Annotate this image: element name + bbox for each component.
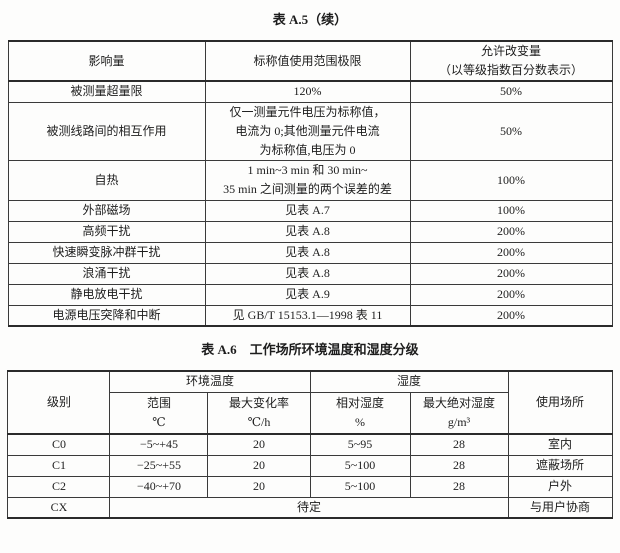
- a6-cell-location: 户外: [507, 475, 613, 498]
- a5-cell-range: 见表 A.9: [204, 283, 411, 306]
- a5-cell-range: 120%: [204, 80, 411, 103]
- a6-cell-rel-humidity: 5~95: [309, 433, 411, 456]
- a6-header-sub-row: 范围 ℃ 最大变化率 ℃/h 相对湿度 % 最大绝对湿度 g/m³: [8, 391, 612, 435]
- a5-cell-range: 见表 A.8: [204, 241, 411, 264]
- a6-cell-temp-rate: 20: [207, 454, 311, 477]
- a5-cell-range: 仅一测量元件电压为标称值， 电流为 0;其他测量元件电流 为标称值,电压为 0: [204, 101, 411, 161]
- table-row: 被测量超量限 120% 50%: [7, 80, 613, 103]
- table-row: C2 −40~+70 20 5~100 28 户外: [7, 475, 613, 498]
- a5-cell-influence: 浪涌干扰: [7, 262, 206, 285]
- a6-cell-rel-humidity: 5~100: [309, 475, 411, 498]
- table-row: 被测线路间的相互作用 仅一测量元件电压为标称值， 电流为 0;其他测量元件电流 …: [7, 101, 613, 161]
- table-row: C0 −5~+45 20 5~95 28 室内: [7, 433, 613, 456]
- a5-cell-range: 1 min~3 min 和 30 min~ 35 min 之间测量的两个误差的差: [204, 159, 411, 201]
- a5-cell-allowance: 200%: [409, 262, 613, 285]
- a5-cell-influence: 快速瞬变脉冲群干扰: [7, 241, 206, 264]
- a6-header-rel-humidity: 相对湿度 %: [309, 391, 411, 435]
- a6-cell-location: 室内: [507, 433, 613, 456]
- a5-cell-influence: 外部磁场: [7, 199, 206, 222]
- a6-cell-level: C0: [7, 433, 111, 456]
- a5-cell-allowance: 200%: [409, 304, 613, 327]
- a5-cell-allowance: 100%: [409, 159, 613, 201]
- table-row: 高频干扰 见表 A.8 200%: [7, 220, 613, 243]
- a5-cell-range: 见表 A.8: [204, 262, 411, 285]
- a6-cell-level: C1: [7, 454, 111, 477]
- a6-header-env-temp: 环境温度: [109, 370, 311, 393]
- table-row: 外部磁场 见表 A.7 100%: [7, 199, 613, 222]
- a5-cell-influence: 被测量超量限: [7, 80, 206, 103]
- table-a5-title: 表 A.5（续）: [272, 12, 348, 27]
- a6-header-temp-rate: 最大变化率 ℃/h: [207, 391, 311, 435]
- a5-cell-allowance: 200%: [409, 283, 613, 306]
- a5-cell-influence: 静电放电干扰: [7, 283, 206, 306]
- a5-cell-allowance: 200%: [409, 241, 613, 264]
- a6-cell-level: CX: [7, 496, 111, 519]
- a6-header-group-row: 级别 环境温度 湿度 使用场所: [7, 370, 613, 435]
- a5-cell-range: 见表 A.7: [204, 199, 411, 222]
- a5-cell-influence: 高频干扰: [7, 220, 206, 243]
- a6-cell-temp-range: −40~+70: [109, 475, 209, 498]
- a6-cell-temp-rate: 20: [207, 433, 311, 456]
- table-row-cx: CX 待定 与用户协商: [7, 496, 613, 519]
- a6-header-temp-range: 范围 ℃: [109, 391, 209, 435]
- a6-cell-location: 遮蔽场所: [507, 454, 613, 477]
- a6-cell-level: C2: [7, 475, 111, 498]
- a6-header-abs-humidity: 最大绝对湿度 g/m³: [409, 391, 509, 435]
- a6-cell-abs-humidity: 28: [409, 475, 509, 498]
- a5-cell-influence: 被测线路间的相互作用: [7, 101, 206, 161]
- table-a5: 影响量 标称值使用范围极限 允许改变量 （以等级指数百分数表示） 被测量超量限 …: [7, 40, 613, 327]
- a5-cell-allowance: 50%: [409, 80, 613, 103]
- a6-cell-abs-humidity: 28: [409, 454, 509, 477]
- table-row: 自热 1 min~3 min 和 30 min~ 35 min 之间测量的两个误…: [7, 159, 613, 201]
- a6-header-level: 级别: [7, 370, 111, 435]
- a6-cell-temp-rate: 20: [207, 475, 311, 498]
- a5-header-range: 标称值使用范围极限: [204, 40, 411, 82]
- a6-header-humidity: 湿度: [309, 370, 509, 393]
- a6-cell-temp-range: −5~+45: [109, 433, 209, 456]
- table-row: 静电放电干扰 见表 A.9 200%: [7, 283, 613, 306]
- a6-cell-temp-range: −25~+55: [109, 454, 209, 477]
- a5-cell-influence: 电源电压突降和中断: [7, 304, 206, 327]
- table-a6: 级别 环境温度 湿度 使用场所 范围 ℃ 最大变化率 ℃/h 相对湿度 % 最大…: [7, 370, 613, 519]
- a5-header-influence: 影响量: [7, 40, 206, 82]
- a5-header-allowance: 允许改变量 （以等级指数百分数表示）: [409, 40, 613, 82]
- a5-cell-allowance: 50%: [409, 101, 613, 161]
- a6-cell-abs-humidity: 28: [409, 433, 509, 456]
- a6-cell-cx-value: 待定: [109, 496, 509, 519]
- a5-cell-range: 见表 A.8: [204, 220, 411, 243]
- table-a6-title: 表 A.6 工作场所环境温度和湿度分级: [201, 342, 419, 357]
- a6-cell-rel-humidity: 5~100: [309, 454, 411, 477]
- table-row: 电源电压突降和中断 见 GB/T 15153.1—1998 表 11 200%: [7, 304, 613, 327]
- a6-cell-location: 与用户协商: [507, 496, 613, 519]
- a5-cell-influence: 自热: [7, 159, 206, 201]
- table-row: C1 −25~+55 20 5~100 28 遮蔽场所: [7, 454, 613, 477]
- a5-header-row: 影响量 标称值使用范围极限 允许改变量 （以等级指数百分数表示）: [7, 40, 613, 82]
- a5-cell-allowance: 100%: [409, 199, 613, 222]
- a5-cell-range: 见 GB/T 15153.1—1998 表 11: [204, 304, 411, 327]
- a5-cell-allowance: 200%: [409, 220, 613, 243]
- table-row: 快速瞬变脉冲群干扰 见表 A.8 200%: [7, 241, 613, 264]
- a6-header-location: 使用场所: [507, 370, 613, 435]
- table-row: 浪涌干扰 见表 A.8 200%: [7, 262, 613, 285]
